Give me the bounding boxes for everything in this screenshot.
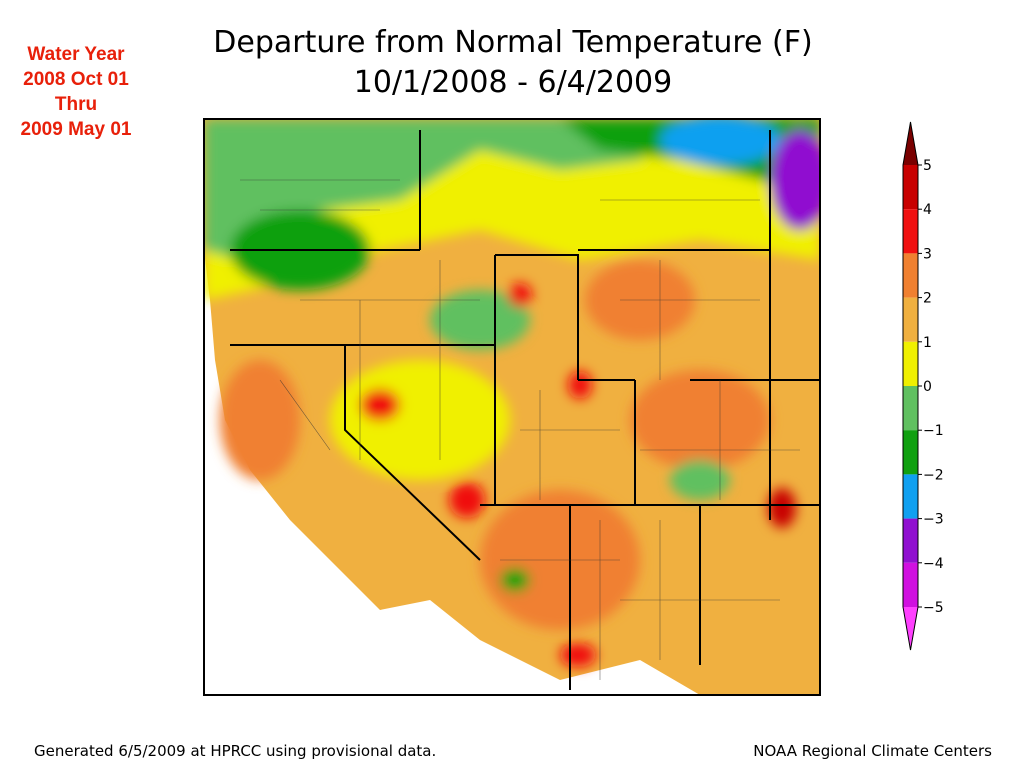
note-line: Thru [54, 94, 98, 116]
legend-label: −1 [923, 423, 944, 439]
map [203, 118, 821, 696]
legend-label: 2 [923, 291, 932, 307]
legend-band [903, 253, 918, 298]
legend-label: 0 [923, 379, 932, 395]
legend-label: 5 [923, 158, 932, 174]
legend-band [903, 474, 918, 519]
temperature-field [204, 119, 820, 695]
legend-arrow [903, 607, 918, 650]
legend-band [903, 297, 918, 342]
note-line: 2009 May 01 [20, 119, 132, 141]
color-legend: 5 4 3 2 1 0 −1 −2 −3 −4 −5 [902, 121, 944, 651]
legend-band [903, 518, 918, 563]
legend-label: −3 [923, 512, 944, 528]
map-title: Departure from Normal Temperature (F) [213, 25, 812, 60]
legend-band [903, 430, 918, 475]
footer-left: Generated 6/5/2009 at HPRCC using provis… [34, 742, 436, 760]
legend-band [903, 562, 918, 607]
legend-arrow [903, 122, 918, 165]
legend-band [903, 386, 918, 431]
footer-right: NOAA Regional Climate Centers [753, 742, 992, 760]
legend-band [903, 165, 918, 210]
water-year-note: Water Year 2008 Oct 01 Thru 2009 May 01 [0, 42, 152, 142]
legend-label: 4 [923, 202, 932, 218]
legend-label: 3 [923, 246, 932, 262]
legend-label: 1 [923, 335, 932, 351]
note-line: 2008 Oct 01 [23, 69, 129, 91]
legend-label: −4 [923, 556, 944, 572]
legend-label: −5 [923, 600, 944, 616]
legend-band [903, 341, 918, 386]
map-period: 10/1/2008 - 6/4/2009 [354, 65, 672, 100]
note-line: Water Year [27, 44, 125, 65]
legend-band [903, 209, 918, 254]
legend-label: −2 [923, 467, 944, 483]
